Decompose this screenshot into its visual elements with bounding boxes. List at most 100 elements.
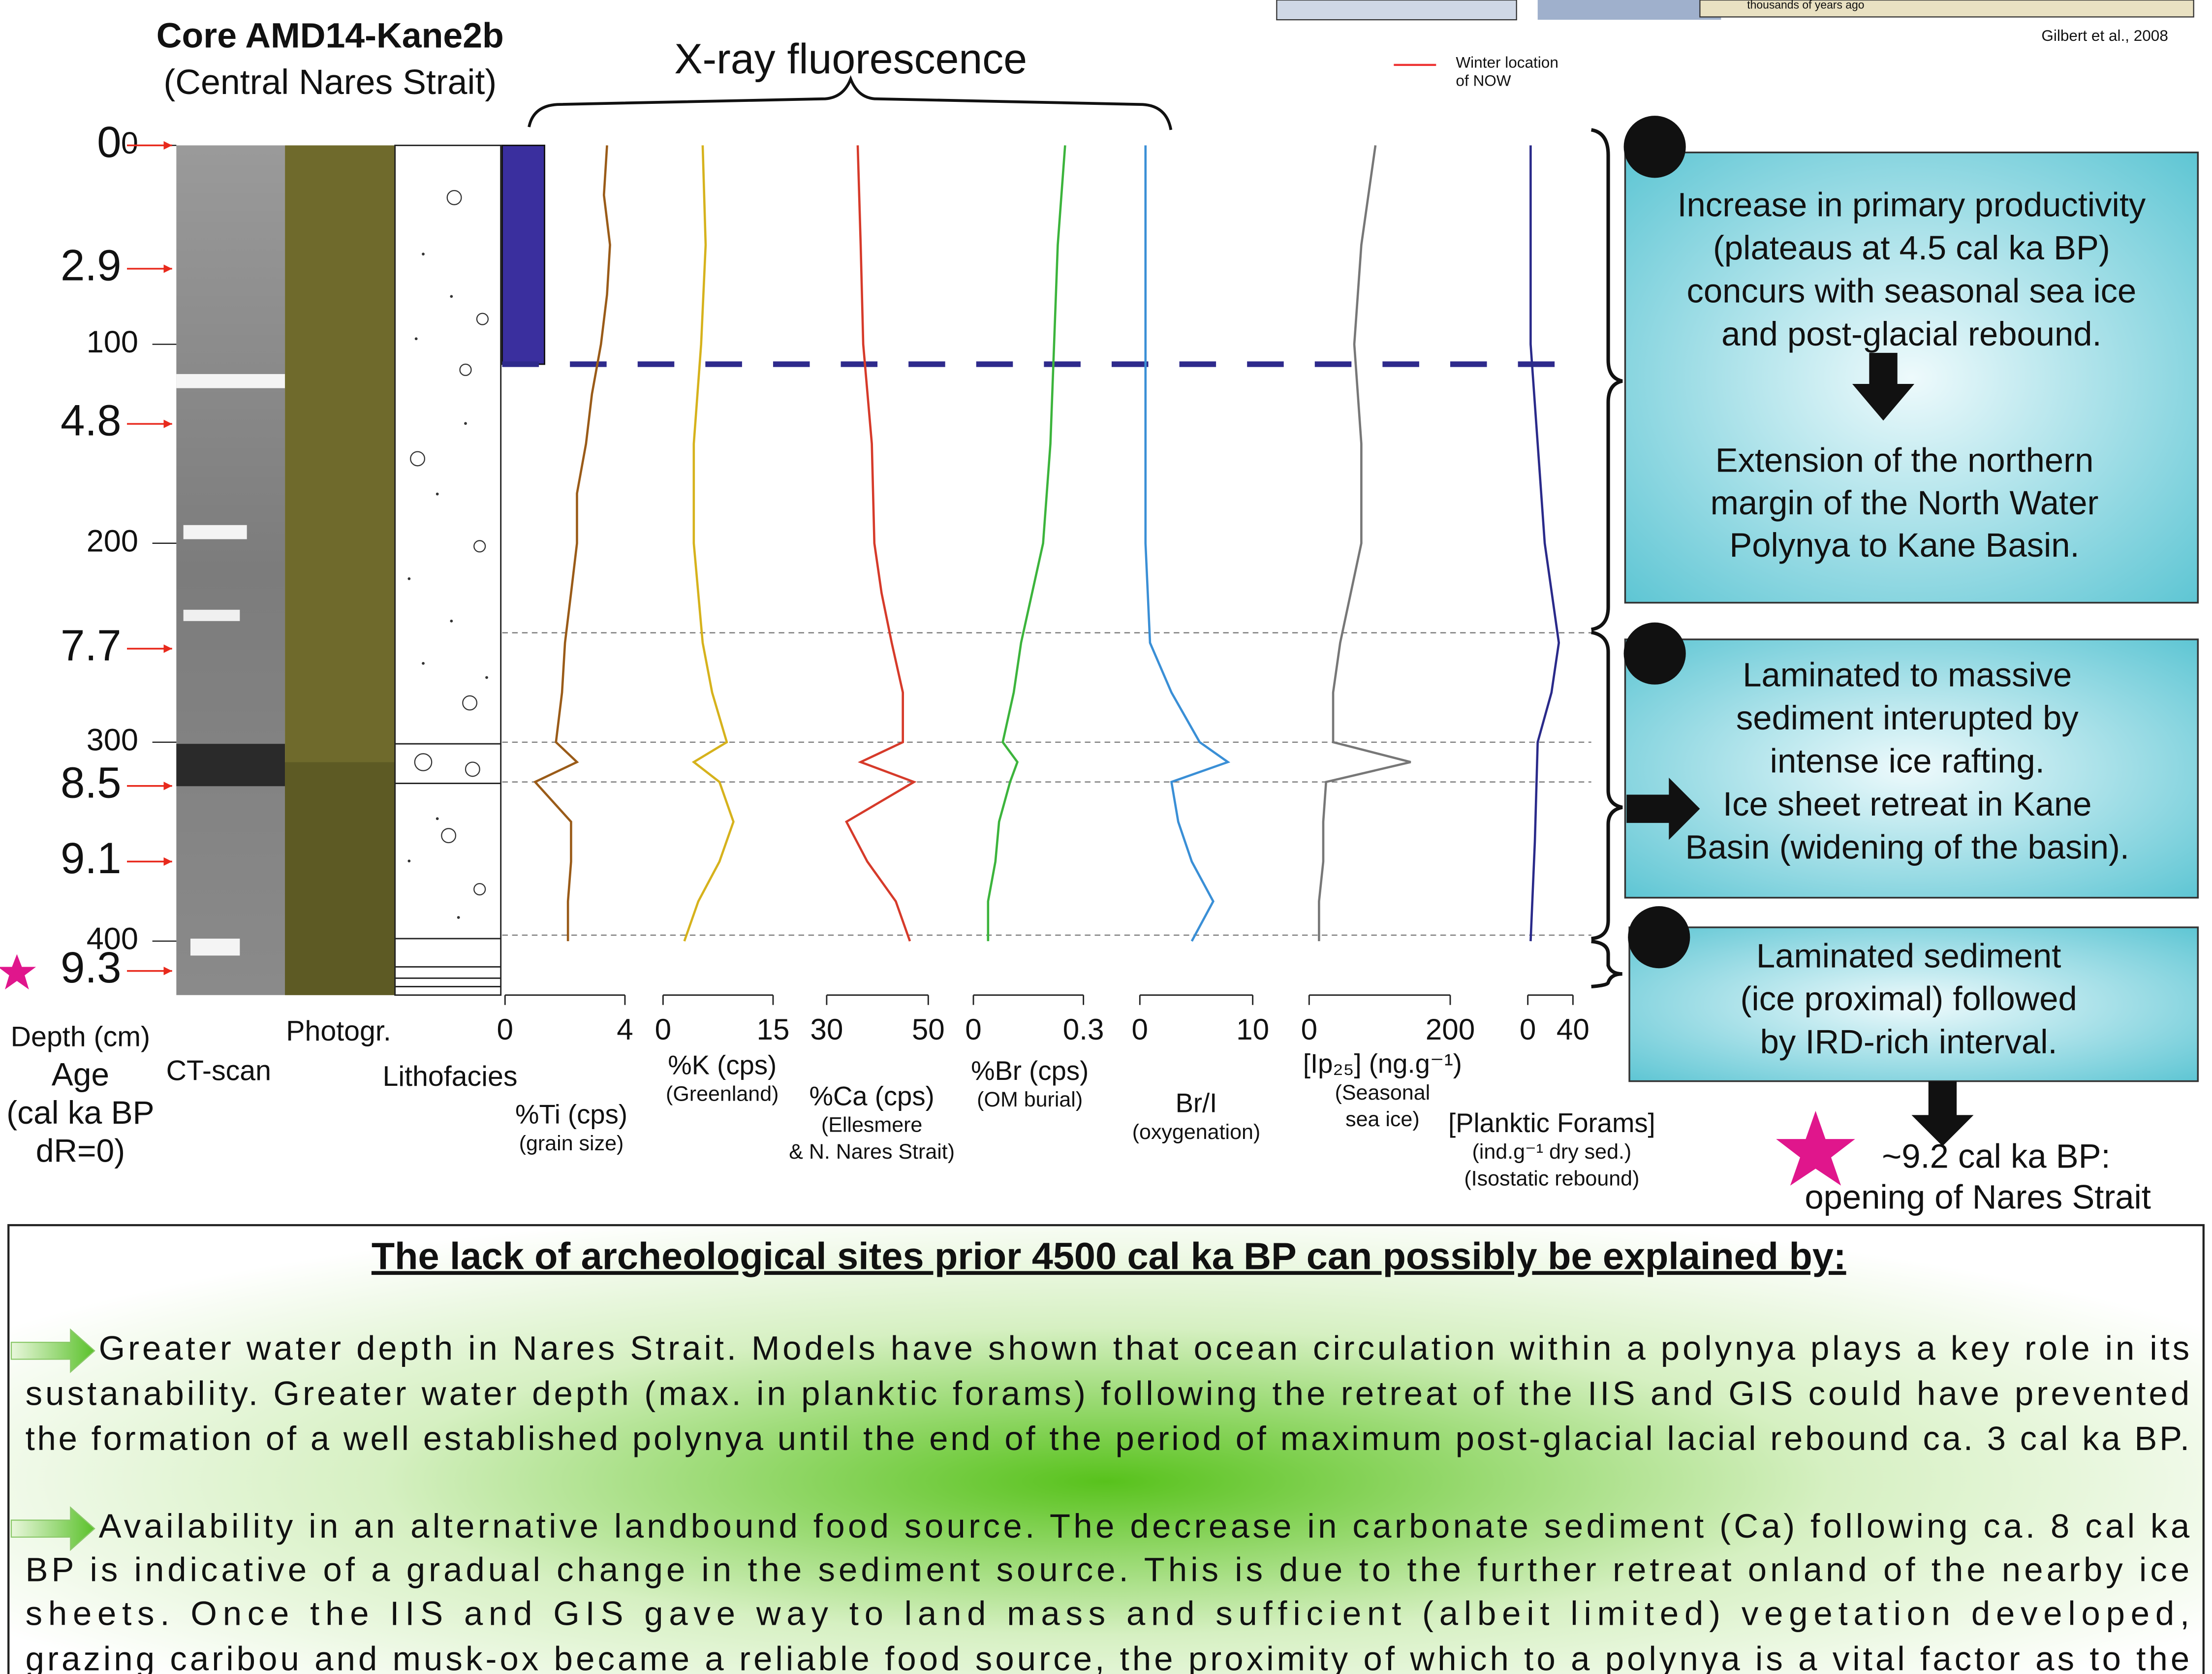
- paragraph-line: grazing caribou and musk-ox became a rel…: [26, 1640, 2190, 1674]
- depth-tick-label: 0: [121, 126, 138, 160]
- x-tick-label: 0: [965, 1012, 981, 1046]
- axis-label: (grain size): [519, 1132, 624, 1155]
- x-tick-label: 50: [912, 1012, 945, 1046]
- x-tick-label: 0: [1132, 1012, 1148, 1046]
- axis-label: (OM burial): [977, 1088, 1083, 1111]
- axis-label: (Ellesmere: [821, 1113, 922, 1137]
- age-pointer-head: [164, 857, 172, 866]
- column-label: Photogr.: [286, 1015, 391, 1047]
- column-label: CT-scan: [166, 1055, 271, 1087]
- profile-line: [988, 145, 1065, 941]
- conclusion-title: The lack of archeological sites prior 45…: [372, 1235, 1846, 1277]
- xrf-title: X-ray fluorescence: [674, 35, 1027, 83]
- x-tick-label: 200: [1426, 1012, 1475, 1046]
- paragraph-line: BP is indicative of a gradual change in …: [26, 1551, 2190, 1589]
- profile-line: [535, 145, 610, 941]
- map-axis-note: thousands of years ago: [1747, 0, 1864, 11]
- profile-line: [685, 145, 734, 941]
- depth-tick-label: 100: [87, 325, 138, 359]
- unit-number: 1: [1649, 916, 1669, 956]
- core-title: Core AMD14-Kane2b: [156, 16, 504, 55]
- map-legend: of NOW: [1456, 72, 1511, 90]
- axis-label: (Isostatic rebound): [1464, 1167, 1639, 1191]
- unit-text: Extension of the northern: [1715, 442, 2094, 479]
- unit-text: margin of the North Water: [1711, 484, 2099, 522]
- unit-text: Polynya to Kane Basin.: [1729, 526, 2079, 564]
- depth-tick-label: 200: [87, 524, 138, 558]
- core-subtitle: (Central Nares Strait): [163, 63, 497, 102]
- unit-text: concurs with seasonal sea ice: [1686, 272, 2136, 310]
- age-label: 2.9: [61, 241, 122, 289]
- axis-label: (oxygenation): [1132, 1120, 1261, 1144]
- axis-label: [Planktic Forams]: [1448, 1108, 1655, 1138]
- x-tick-label: 0: [497, 1012, 513, 1046]
- unit-text: (ice proximal) followed: [1741, 980, 2077, 1018]
- paragraph-line: Greater water depth in Nares Strait. Mod…: [99, 1329, 2189, 1367]
- age-pointer-head: [164, 644, 172, 653]
- x-tick-label: 0.3: [1063, 1012, 1104, 1046]
- profile-line: [1530, 145, 1558, 941]
- profile-line: [1319, 145, 1410, 941]
- unit-text: Ice sheet retreat in Kane: [1723, 785, 2091, 823]
- x-tick-label: 0: [1520, 1012, 1536, 1046]
- x-tick-label: 0: [655, 1012, 671, 1046]
- axis-label: %Br (cps): [971, 1056, 1089, 1086]
- productivity-bar: [502, 145, 545, 364]
- profile-line: [1146, 145, 1228, 941]
- paragraph-line: sustanability. Greater water depth (max.…: [26, 1374, 2190, 1412]
- core-images: [176, 145, 500, 995]
- age-label: Age: [52, 1056, 109, 1092]
- age-label: 4.8: [61, 396, 122, 445]
- unit-text: intense ice rafting.: [1770, 742, 2045, 780]
- x-tick-label: 0: [1301, 1012, 1317, 1046]
- unit-text: Basin (widening of the basin).: [1685, 828, 2129, 866]
- age-pointer-head: [164, 782, 172, 790]
- axis-label: Br/I: [1176, 1088, 1217, 1118]
- age-label: 7.7: [61, 621, 122, 669]
- unit-text: Laminated sediment: [1756, 937, 2061, 975]
- age-label: 9.3: [61, 943, 122, 992]
- axis-label: %Ti (cps): [515, 1100, 627, 1130]
- age-label: dR=0): [36, 1132, 125, 1169]
- age-label: (cal ka BP: [6, 1094, 154, 1131]
- axis-label: & N. Nares Strait): [789, 1140, 955, 1164]
- unit-text: Increase in primary productivity: [1677, 186, 2146, 224]
- xrf-brace: [529, 79, 1171, 130]
- axis-label: %K (cps): [668, 1050, 777, 1080]
- unit-number: 2: [1645, 632, 1665, 672]
- profile-line: [846, 145, 914, 941]
- event-text: opening of Nares Strait: [1805, 1178, 2151, 1216]
- unit-text: by IRD-rich interval.: [1760, 1023, 2057, 1061]
- age-label: 8.5: [61, 758, 122, 807]
- age-pointer-head: [164, 967, 172, 975]
- age-label: 9.1: [61, 834, 122, 883]
- paragraph-line: Availability in an alternative landbound…: [99, 1507, 2190, 1545]
- column-label: Lithofacies: [382, 1061, 517, 1092]
- x-tick-label: 10: [1236, 1012, 1269, 1046]
- poster: Gilbert et al., 2008 Winter locationof NO…: [0, 0, 2212, 1674]
- axis-label: [Ip₂₅] (ng.g⁻¹): [1303, 1048, 1462, 1078]
- unit-number: 3: [1645, 125, 1665, 166]
- depth-label: Depth (cm): [11, 1021, 150, 1053]
- axis-label: (ind.g⁻¹ dry sed.): [1472, 1140, 1631, 1164]
- paragraph-line: the formation of a well established poly…: [26, 1420, 2190, 1457]
- unit-text: sediment interupted by: [1736, 699, 2079, 737]
- unit-text: and post-glacial rebound.: [1721, 315, 2101, 353]
- age-pointer-head: [164, 420, 172, 428]
- axis-label: (Greenland): [666, 1082, 779, 1106]
- axis-label: sea ice): [1345, 1107, 1420, 1131]
- map-credit: Gilbert et al., 2008: [2041, 27, 2168, 44]
- age-label: 0: [97, 118, 121, 166]
- unit-text: (plateaus at 4.5 cal ka BP): [1713, 229, 2110, 267]
- age-pointer-head: [164, 264, 172, 273]
- x-tick-label: 4: [617, 1012, 633, 1046]
- map-legend: Winter location: [1456, 53, 1558, 71]
- unit-braces: [1591, 130, 1622, 987]
- x-tick-label: 15: [756, 1012, 789, 1046]
- axis-label: %Ca (cps): [810, 1081, 935, 1111]
- depth-tick-label: 300: [87, 723, 138, 758]
- x-tick-label: 30: [810, 1012, 843, 1046]
- event-text: ~9.2 cal ka BP:: [1882, 1137, 2111, 1175]
- age-pointer-head: [164, 141, 172, 150]
- axis-label: (Seasonal: [1335, 1081, 1431, 1105]
